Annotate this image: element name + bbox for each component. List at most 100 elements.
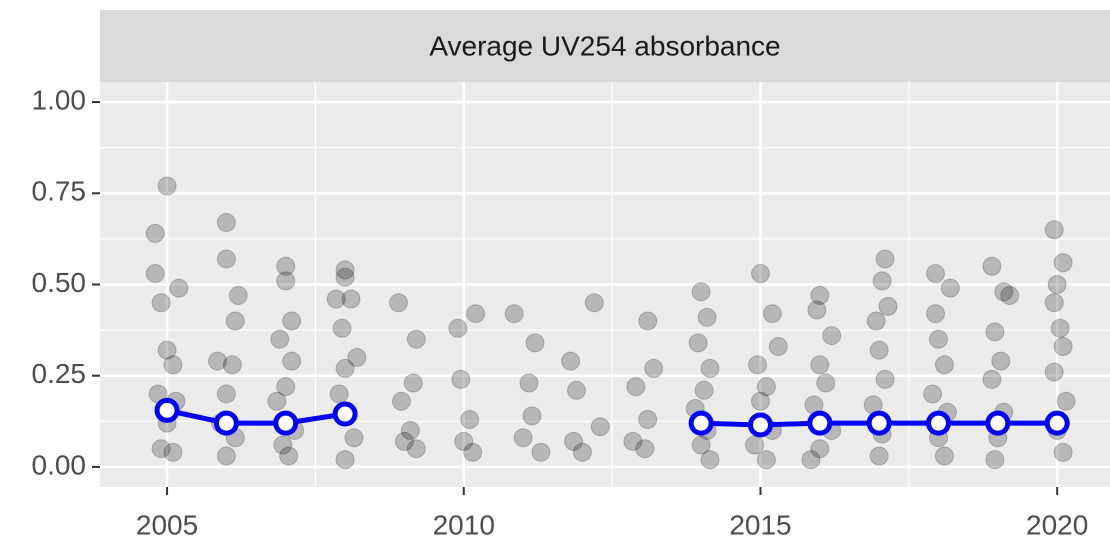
point	[157, 340, 177, 360]
point	[1044, 362, 1064, 382]
point	[644, 358, 664, 378]
point	[875, 249, 895, 269]
point	[1044, 293, 1064, 313]
point	[329, 384, 349, 404]
point	[1053, 253, 1073, 273]
point	[335, 267, 355, 287]
point	[504, 304, 524, 324]
point	[567, 380, 587, 400]
point	[929, 329, 949, 349]
average-point	[1044, 410, 1070, 436]
point	[982, 256, 1002, 276]
point	[926, 264, 946, 284]
point	[1050, 318, 1070, 338]
point	[810, 355, 830, 375]
point	[934, 355, 954, 375]
point	[572, 442, 592, 462]
point	[638, 410, 658, 429]
point	[866, 311, 886, 331]
point	[564, 431, 584, 451]
x-tick-label: 2020	[1026, 509, 1088, 540]
point	[801, 450, 821, 470]
average-point	[273, 410, 299, 436]
point	[400, 420, 420, 440]
point	[762, 304, 782, 324]
point	[748, 355, 768, 375]
point	[163, 442, 183, 462]
average-point	[926, 410, 952, 436]
point	[807, 300, 827, 320]
y-tick-label: 0.75	[32, 176, 87, 207]
point	[869, 340, 889, 360]
point	[157, 176, 177, 196]
point	[1000, 285, 1020, 305]
point	[985, 322, 1005, 342]
point	[822, 326, 842, 346]
y-tick-label: 0.25	[32, 358, 87, 389]
point	[688, 333, 708, 353]
point	[697, 307, 717, 327]
point	[626, 377, 646, 397]
point	[406, 329, 426, 349]
point	[335, 450, 355, 470]
point	[635, 439, 655, 459]
point	[816, 373, 836, 393]
point	[151, 293, 171, 313]
point	[451, 369, 471, 389]
point	[463, 442, 483, 462]
point	[216, 249, 236, 269]
average-point	[807, 410, 833, 436]
point	[216, 212, 236, 232]
point	[513, 428, 533, 448]
point	[163, 355, 183, 375]
point	[926, 304, 946, 324]
point	[448, 318, 468, 338]
point	[623, 431, 643, 451]
point	[145, 223, 165, 243]
point	[222, 355, 242, 375]
point	[756, 450, 776, 470]
point	[388, 293, 408, 313]
point	[522, 406, 542, 426]
point	[460, 410, 480, 429]
average-point	[213, 410, 239, 436]
point	[519, 373, 539, 393]
point	[561, 351, 581, 371]
point	[700, 450, 720, 470]
point	[282, 351, 302, 371]
point	[145, 264, 165, 284]
point	[394, 431, 414, 451]
point	[169, 278, 189, 298]
point	[875, 369, 895, 389]
point	[750, 391, 770, 411]
point	[691, 282, 711, 302]
point	[276, 256, 296, 276]
point	[267, 391, 287, 411]
point	[934, 446, 954, 466]
point	[406, 439, 426, 459]
point	[991, 351, 1011, 371]
point	[207, 351, 227, 371]
point	[691, 435, 711, 455]
point	[694, 380, 714, 400]
point	[341, 289, 361, 309]
point	[228, 285, 248, 305]
point	[1047, 275, 1067, 294]
strip	[100, 10, 1110, 82]
point	[282, 311, 302, 331]
point	[878, 296, 898, 316]
point	[1053, 442, 1073, 462]
point	[1056, 391, 1076, 411]
y-tick-label: 1.00	[32, 84, 87, 115]
average-point	[688, 410, 714, 436]
point	[810, 439, 830, 459]
point	[326, 289, 346, 309]
point	[700, 358, 720, 378]
point	[335, 358, 355, 378]
y-tick-label: 0.50	[32, 267, 87, 298]
point	[347, 347, 367, 367]
x-tick-label: 2010	[433, 509, 495, 540]
point	[276, 377, 296, 397]
point	[273, 435, 293, 455]
